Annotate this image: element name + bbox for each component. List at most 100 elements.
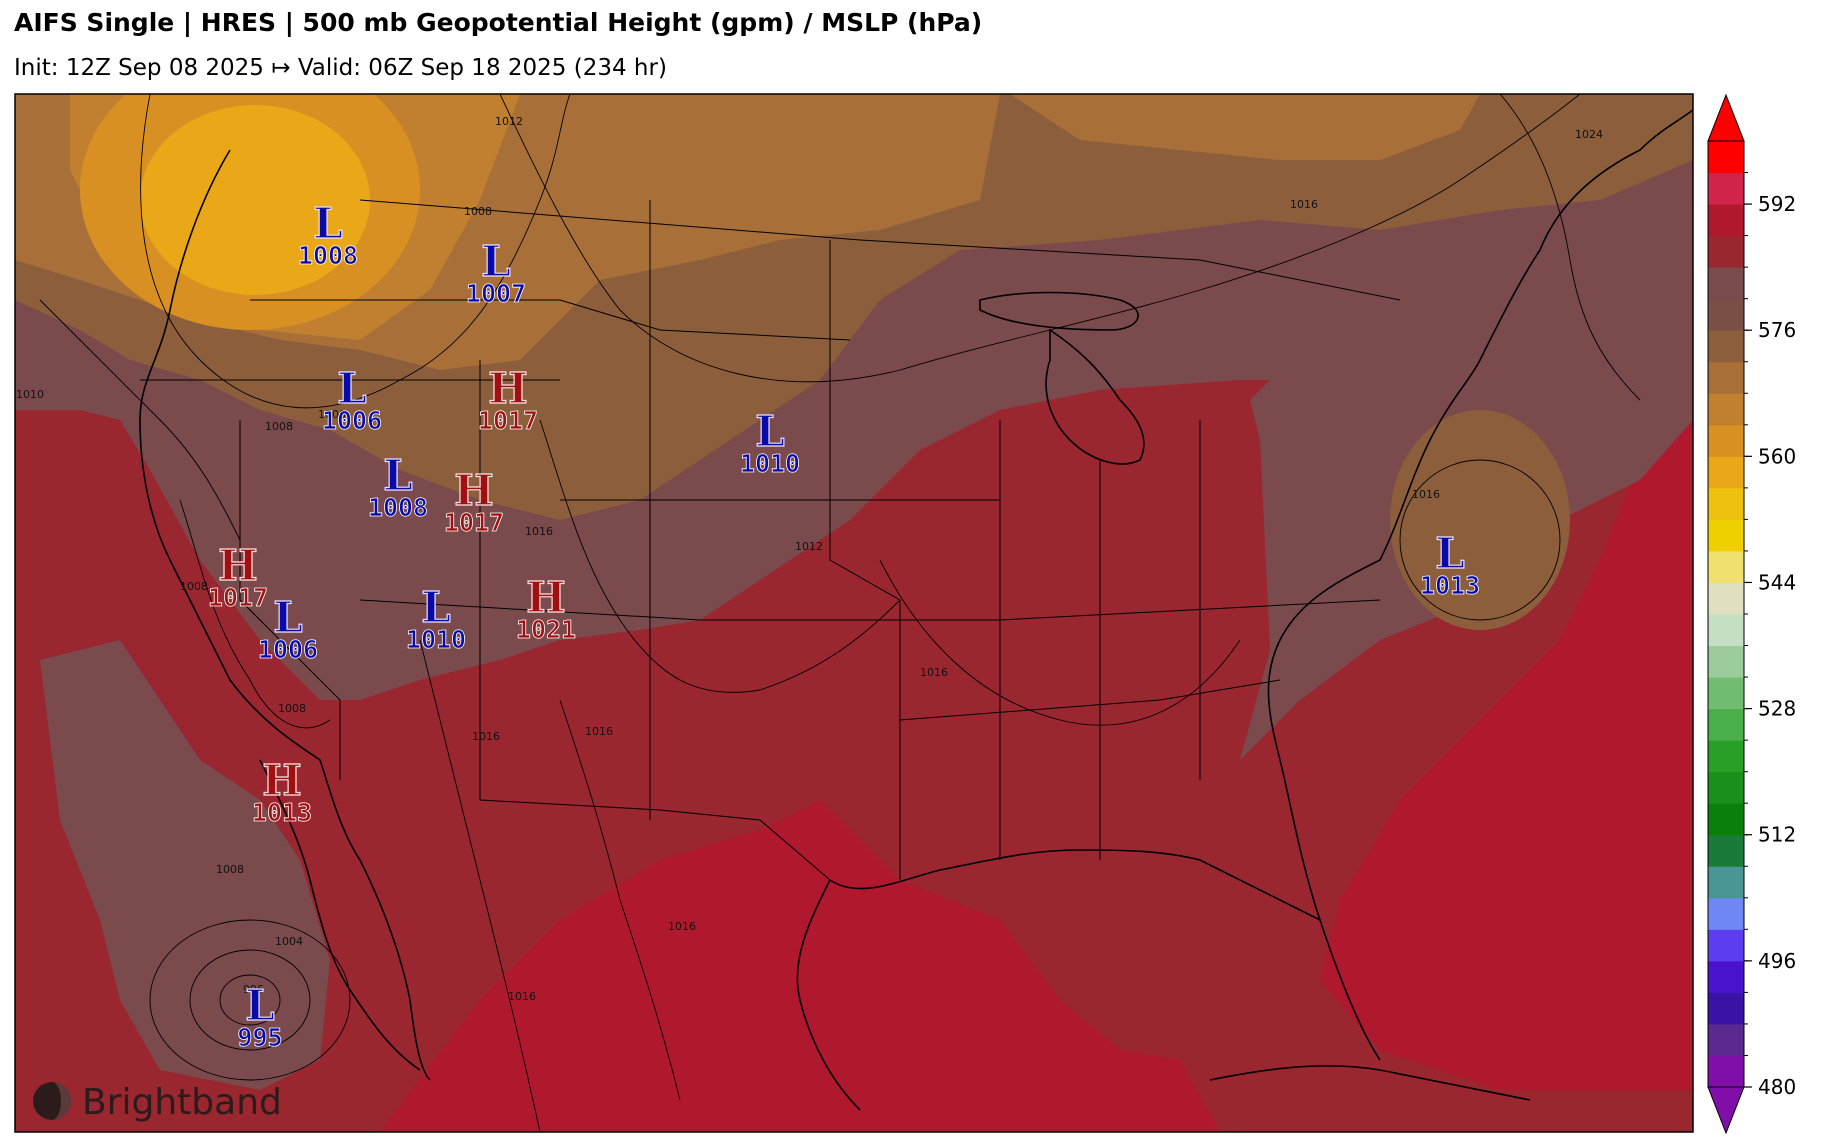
pressure-systems: L 1008 L 1007 L 1006 H 1017 L 1010 L 100…: [207, 198, 1480, 1052]
low-pressure-center: L 1008: [297, 198, 358, 270]
state-border: [250, 299, 851, 341]
colorbar-segment: [1708, 677, 1744, 710]
colorbar-segment: [1708, 330, 1744, 363]
high-letter: H: [526, 573, 566, 622]
state-border: [239, 420, 341, 780]
colorbar-segment: [1708, 740, 1744, 773]
colorbar-segment: [1708, 519, 1744, 552]
map-frame: [14, 93, 1694, 1133]
colorbar-segment: [1708, 992, 1744, 1025]
state-border: [899, 679, 1281, 721]
map-title: AIFS Single | HRES | 500 mb Geopotential…: [14, 8, 983, 37]
isobar-label: 1008: [278, 702, 306, 715]
colorbar-segment: [1708, 235, 1744, 268]
high-value: 1017: [444, 508, 504, 537]
canada-us-border: [359, 199, 1401, 301]
isobar: [140, 94, 571, 409]
low-letter: L: [755, 407, 785, 456]
low-letter: L: [337, 364, 367, 413]
low-value: 995: [237, 1023, 282, 1052]
lake-superior: [979, 291, 1139, 331]
low-value: 1008: [298, 241, 358, 270]
low-value: 1006: [258, 635, 318, 664]
field-576-atlantic: [1390, 410, 1570, 630]
west-coastline: [139, 149, 431, 1081]
low-letter: L: [245, 981, 275, 1030]
isobar-label: 1008: [318, 408, 346, 421]
high-pressure-center: H 1017: [207, 540, 268, 612]
low-pressure-center: L 995: [237, 980, 283, 1052]
colorbar-segment: [1708, 267, 1744, 300]
isobars: [39, 94, 1641, 1132]
colorbar-segment: [1708, 960, 1744, 993]
colorbar-segment: [1708, 771, 1744, 804]
colorbar-segment: [1708, 897, 1744, 930]
isobar-label: 1024: [1575, 128, 1603, 141]
isobar: [1399, 459, 1561, 621]
colorbar-segment: [1708, 487, 1744, 520]
isobar-label: 1016: [472, 730, 500, 743]
isobar-label: 1008: [180, 580, 208, 593]
colorbar-extend-high: [1707, 93, 1745, 142]
brand-logo-crescent: [52, 1082, 71, 1120]
isobar-label: 1008: [265, 420, 293, 433]
colorbar-segment: [1708, 456, 1744, 489]
high-letter: H: [454, 466, 494, 515]
colorbar-tick-label: 576: [1758, 318, 1796, 342]
isobar-label: 1016: [525, 525, 553, 538]
colorbar-extend-low: [1707, 1086, 1745, 1135]
colorbar-segment: [1708, 803, 1744, 836]
isobar-label: 1016: [668, 920, 696, 933]
colorbar-segment: [1708, 1055, 1744, 1088]
colorbar-segment: [1708, 141, 1744, 174]
east-coastline: [1267, 109, 1693, 921]
colorbar-segment: [1708, 424, 1744, 457]
isobar: [189, 949, 311, 1051]
isobar: [419, 639, 541, 1132]
field-588-atlantic: [1320, 400, 1693, 1090]
isobar-label: 1008: [464, 205, 492, 218]
map-subtitle: Init: 12Z Sep 08 2025 ↦ Valid: 06Z Sep 1…: [14, 55, 667, 81]
isobar: [149, 919, 351, 1081]
isobar-label: 996: [243, 983, 264, 996]
cuba-coast: [1209, 1065, 1531, 1101]
high-letter: H: [488, 364, 528, 413]
colorbar-segments: [1708, 141, 1744, 1088]
low-pressure-center: L 1007: [465, 236, 526, 308]
high-pressure-center: H 1017: [477, 363, 538, 435]
high-value: 1021: [516, 615, 576, 644]
isobar: [39, 299, 241, 541]
colorbar: 480 496 512 528 544 560 576 592: [1707, 93, 1796, 1135]
colorbar-segment: [1708, 393, 1744, 426]
high-pressure-center: H 1013: [251, 755, 312, 827]
low-letter: L: [383, 451, 413, 500]
isobar: [219, 974, 281, 1026]
colorbar-tick-label: 592: [1758, 192, 1796, 216]
low-pressure-center: L 1010: [405, 582, 466, 654]
colorbar-segment: [1708, 645, 1744, 678]
colorbar-segment: [1708, 834, 1744, 867]
colorbar-tick-label: 496: [1758, 949, 1796, 973]
colorbar-tick-label: 512: [1758, 823, 1796, 847]
state-borders: [140, 94, 1693, 881]
high-pressure-center: H 1021: [515, 572, 576, 644]
low-value: 1007: [466, 279, 526, 308]
state-border: [829, 240, 901, 880]
isobar-label: 1012: [495, 115, 523, 128]
low-value: 1010: [406, 625, 466, 654]
high-value: 1017: [478, 406, 538, 435]
colorbar-tick-label: 480: [1758, 1075, 1796, 1099]
colorbar-tick-label: 528: [1758, 697, 1796, 721]
low-pressure-center: L 1006: [321, 363, 382, 435]
colorbar-segment: [1708, 172, 1744, 205]
field-572-ne: [1010, 94, 1480, 160]
isobar-label: 1016: [920, 666, 948, 679]
colorbar-segment: [1708, 550, 1744, 583]
colorbar-segment: [1708, 582, 1744, 615]
field-580-baja: [40, 640, 330, 1090]
field-556: [140, 105, 370, 295]
colorbar-segment: [1708, 708, 1744, 741]
colorbar-segment: [1708, 929, 1744, 962]
isobar-label: 1016: [1412, 488, 1440, 501]
